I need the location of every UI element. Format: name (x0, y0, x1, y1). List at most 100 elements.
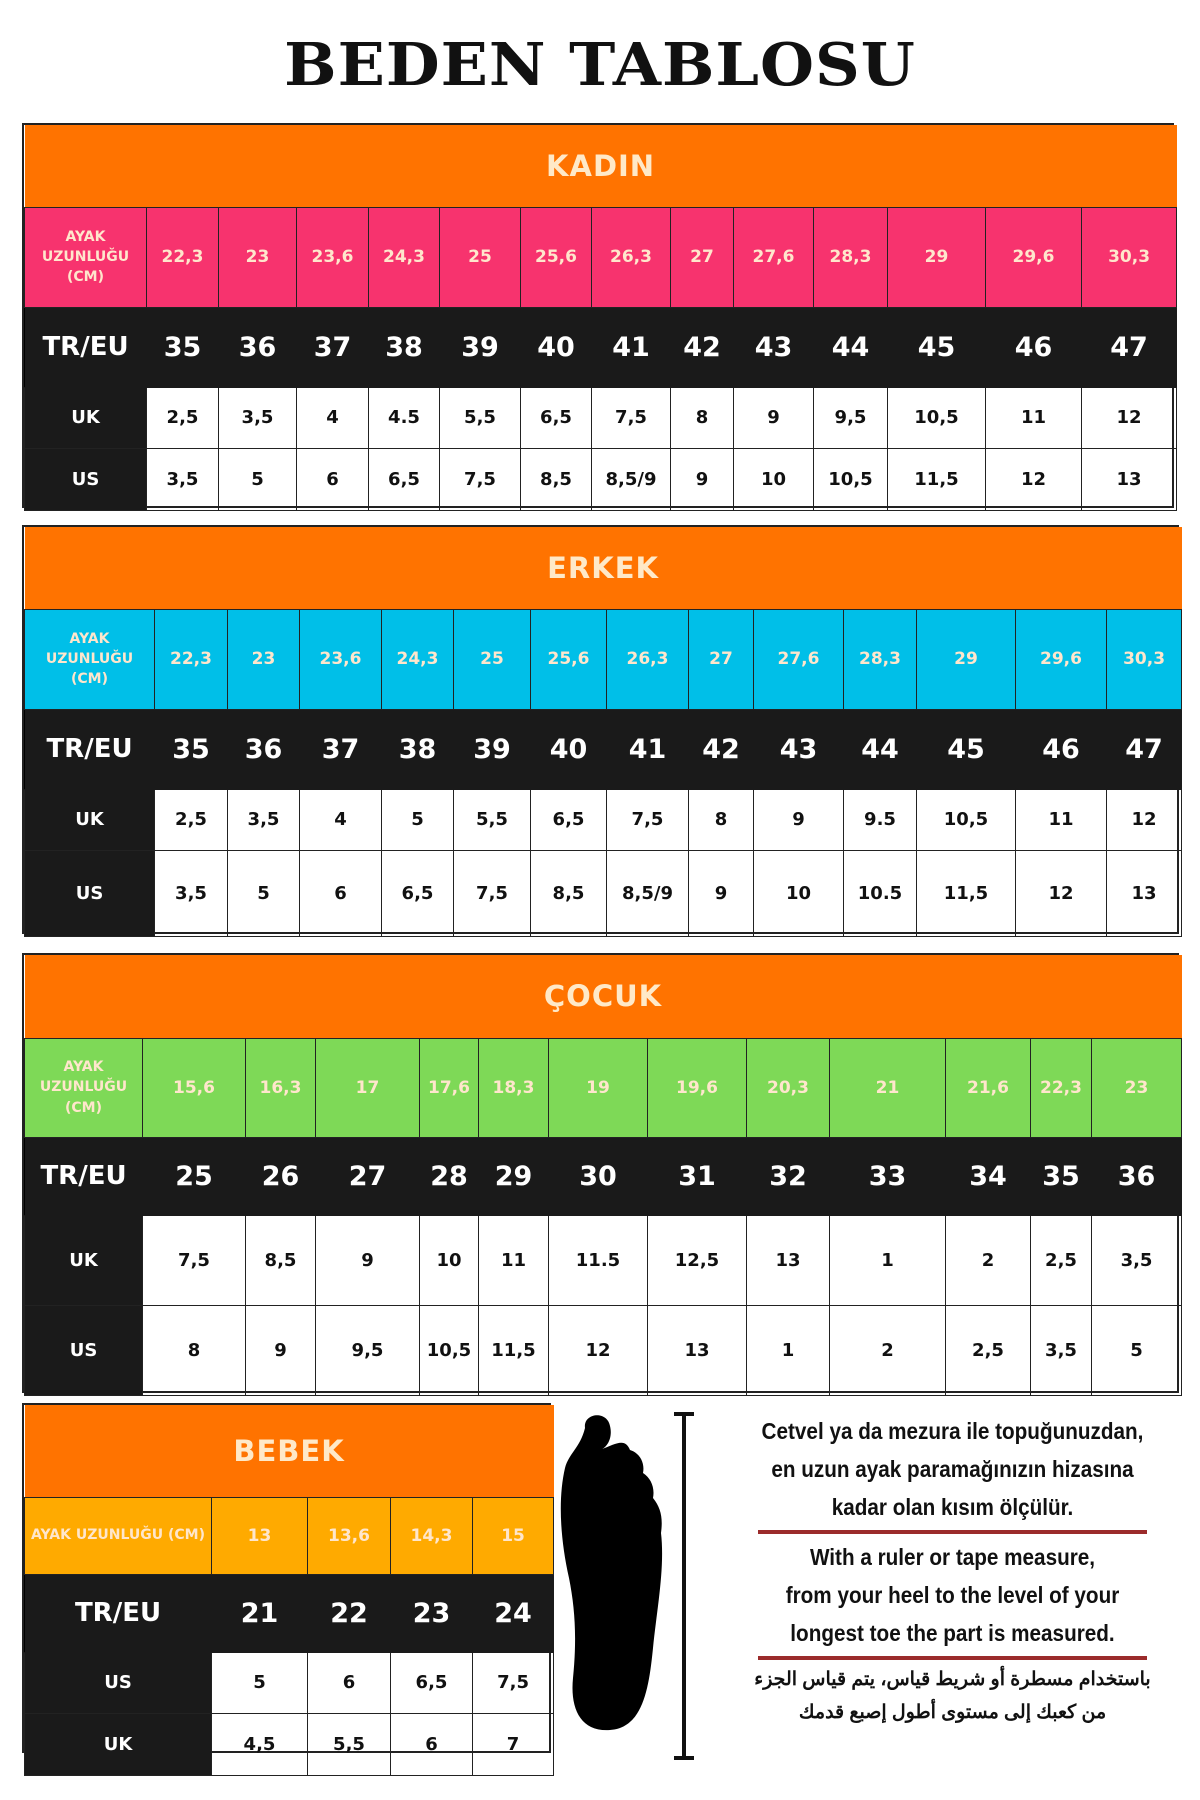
size-cell: 15 (471, 1496, 555, 1575)
size-cell: 28 (419, 1136, 479, 1216)
size-cell: 42 (688, 708, 754, 790)
size-cell: 47 (1080, 306, 1178, 388)
size-cell: 9,5 (813, 386, 888, 449)
size-cell: 13 (746, 1214, 830, 1306)
size-table-cocuk: ÇOCUK AYAK UZUNLUĞU (CM) 15,6 16,3 17 17,6 18,… (22, 953, 1183, 1396)
size-cell: 34 (945, 1136, 1031, 1216)
size-cell: 9.5 (843, 788, 917, 851)
size-cell: 12 (985, 447, 1082, 511)
size-cell: 10 (733, 447, 814, 511)
size-cell: 9 (245, 1304, 316, 1396)
size-cell: 11.5 (548, 1214, 648, 1306)
size-cell: 28,3 (813, 206, 888, 308)
size-cell: 35 (154, 708, 228, 790)
size-cell: 41 (591, 306, 671, 388)
size-cell: 11,5 (916, 849, 1016, 937)
size-cell: 5,5 (307, 1712, 391, 1776)
size-cell: 7,5 (591, 386, 671, 449)
size-cell: 25,6 (530, 608, 607, 710)
size-cell: 36 (218, 306, 297, 388)
size-cell: 38 (368, 306, 440, 388)
size-cell: 3,5 (146, 447, 219, 511)
size-cell: 6,5 (368, 447, 440, 511)
size-cell: 25 (453, 608, 531, 710)
size-cell: 6 (390, 1712, 473, 1776)
size-cell: 23 (1090, 1037, 1183, 1138)
size-cell: 25,6 (520, 206, 592, 308)
size-cell: 4,5 (211, 1712, 308, 1776)
size-cell: 23 (218, 206, 297, 308)
size-cell: 7 (471, 1712, 555, 1776)
size-cell: 47 (1105, 708, 1183, 790)
row-label: UK (24, 1214, 143, 1306)
row-label: US (24, 849, 155, 937)
size-cell: 8,5 (520, 447, 592, 511)
size-cell: 21 (211, 1573, 308, 1653)
size-cell: 43 (753, 708, 844, 790)
row-label: AYAK UZUNLUĞU (CM) (24, 608, 155, 710)
instruction-ar-2: من كعبك إلى مستوى أطول إصبع قدمك (798, 1702, 1107, 1723)
size-cell: 17 (315, 1037, 420, 1138)
instruction-tr-2: en uzun ayak paramağınızın hizasına (771, 1456, 1134, 1482)
section-title: ERKEK (24, 527, 1182, 609)
size-cell: 13 (1105, 849, 1183, 937)
size-cell: 30,3 (1080, 206, 1178, 308)
size-cell: 46 (1015, 708, 1107, 790)
size-cell: 6,5 (390, 1651, 473, 1714)
tr-eu-row: TR/EU 21 22 23 24 (24, 1573, 555, 1653)
row-label: AYAK UZUNLUĞU (CM) (24, 1496, 212, 1575)
size-cell: 36 (1090, 1136, 1183, 1216)
size-cell: 1 (829, 1214, 946, 1306)
size-cell: 23,6 (296, 206, 369, 308)
size-cell: 44 (813, 306, 888, 388)
row-label: US (24, 1651, 212, 1714)
size-cell: 16,3 (245, 1037, 316, 1138)
size-cell: 8 (670, 386, 734, 449)
size-cell: 5 (1090, 1304, 1183, 1396)
size-cell: 3,5 (1090, 1214, 1183, 1306)
uk-row: UK 2,5 3,5 4 4.5 5,5 6,5 7,5 8 9 9,5 10,5 11 12 (24, 386, 1178, 449)
section-title: KADIN (24, 125, 1177, 207)
size-cell: 24,3 (368, 206, 440, 308)
foot-length-row: AYAK UZUNLUĞU (CM) 13 13,6 14,3 15 (24, 1496, 555, 1575)
size-cell: 29 (478, 1136, 549, 1216)
row-label: AYAK UZUNLUĞU (CM) (24, 1037, 143, 1138)
size-cell: 30 (548, 1136, 648, 1216)
size-cell: 2 (945, 1214, 1031, 1306)
row-label: TR/EU (24, 1136, 143, 1216)
size-cell: 26 (245, 1136, 316, 1216)
size-cell: 5 (381, 788, 454, 851)
size-cell: 27,6 (733, 206, 814, 308)
row-label: TR/EU (24, 306, 147, 388)
size-cell: 25 (142, 1136, 246, 1216)
size-cell: 41 (606, 708, 689, 790)
size-cell: 4.5 (368, 386, 440, 449)
uk-row: UK 7,5 8,5 9 10 11 11.5 12,5 13 1 2 2,5 3,5 (24, 1214, 1183, 1306)
size-cell: 2,5 (154, 788, 228, 851)
size-cell: 22,3 (154, 608, 228, 710)
size-cell: 14,3 (390, 1496, 473, 1575)
tr-eu-row: TR/EU 35 36 37 38 39 40 41 42 43 44 45 46 47 (24, 708, 1183, 790)
size-cell: 20,3 (746, 1037, 830, 1138)
section-title: ÇOCUK (24, 955, 1182, 1038)
size-cell: 7,5 (471, 1651, 555, 1714)
size-cell: 5 (227, 849, 300, 937)
row-label: UK (24, 386, 147, 449)
size-cell: 27 (315, 1136, 420, 1216)
section-title: BEBEK (24, 1405, 554, 1497)
size-cell: 27,6 (753, 608, 844, 710)
size-cell: 46 (985, 306, 1082, 388)
row-label: US (24, 447, 147, 511)
instruction-en-3: longest toe the part is measured. (790, 1620, 1115, 1646)
size-cell: 29,6 (985, 206, 1082, 308)
size-cell: 29 (916, 608, 1016, 710)
size-cell: 42 (670, 306, 734, 388)
size-cell: 10,5 (419, 1304, 479, 1396)
foot-length-row: AYAK UZUNLUĞU (CM) 22,3 23 23,6 24,3 25 25,6 26… (24, 206, 1178, 308)
size-cell: 17,6 (419, 1037, 479, 1138)
size-cell: 32 (746, 1136, 830, 1216)
size-cell: 12 (548, 1304, 648, 1396)
size-cell: 10,5 (813, 447, 888, 511)
size-cell: 21,6 (945, 1037, 1031, 1138)
size-cell: 36 (227, 708, 300, 790)
